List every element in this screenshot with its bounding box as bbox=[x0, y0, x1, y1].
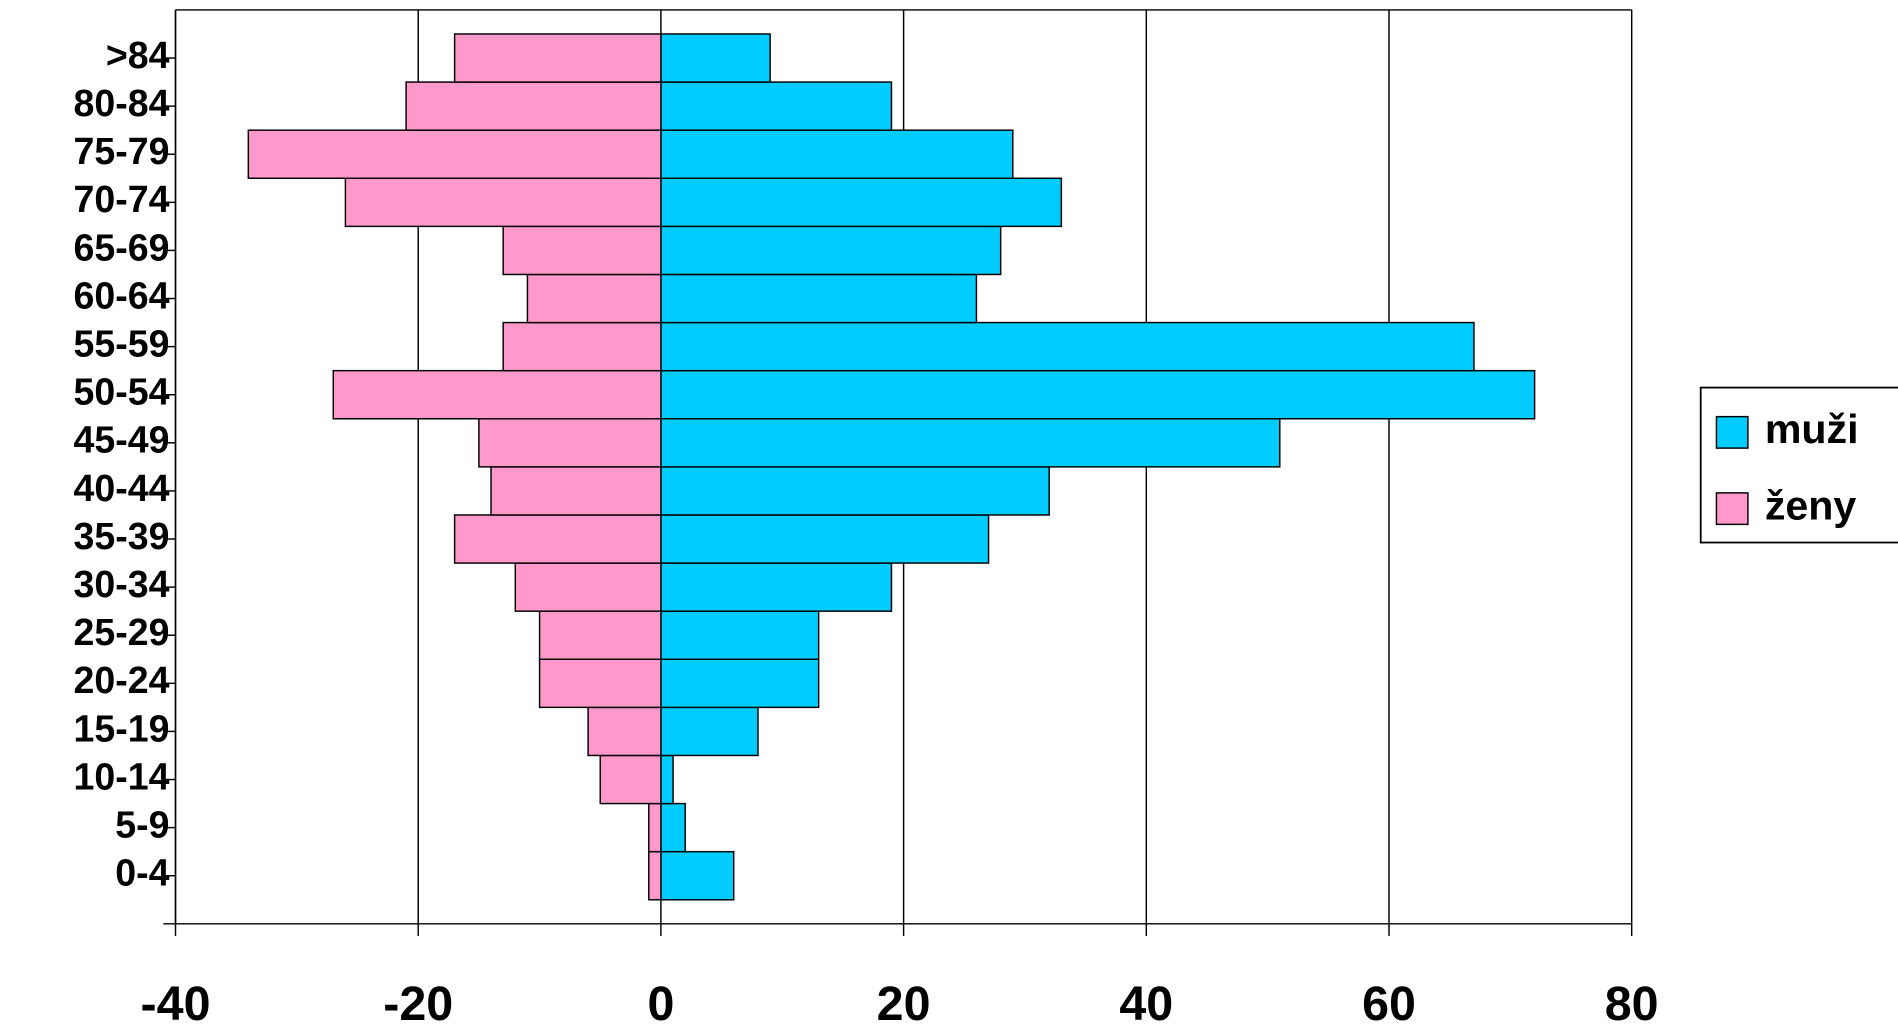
x-tick-label: 40 bbox=[1119, 977, 1173, 1031]
bar bbox=[538, 610, 662, 660]
legend-label: ženy bbox=[1765, 483, 1857, 529]
bar bbox=[660, 177, 1063, 228]
bar bbox=[660, 321, 1475, 372]
y-tick-label: 35-39 bbox=[74, 515, 170, 557]
bar bbox=[502, 225, 662, 276]
x-tick-label: -20 bbox=[383, 977, 453, 1031]
bar bbox=[660, 706, 759, 757]
bar bbox=[344, 177, 662, 228]
y-tick-label: 65-69 bbox=[74, 226, 170, 268]
y-tick-label: >84 bbox=[106, 34, 170, 76]
y-tick-label: 70-74 bbox=[74, 178, 170, 220]
bar bbox=[453, 33, 662, 83]
bar bbox=[660, 754, 674, 805]
bar bbox=[526, 273, 662, 324]
y-tick-label: 30-34 bbox=[74, 563, 170, 605]
bar bbox=[660, 369, 1536, 420]
bar bbox=[478, 418, 662, 468]
bar bbox=[490, 466, 662, 516]
bar bbox=[660, 850, 735, 901]
bar bbox=[660, 610, 820, 660]
y-tick-label: 20-24 bbox=[74, 659, 170, 701]
bar bbox=[405, 81, 662, 131]
bar bbox=[660, 418, 1281, 468]
x-tick-label: -40 bbox=[141, 977, 211, 1031]
bar bbox=[648, 802, 662, 853]
bar bbox=[660, 802, 686, 853]
bar bbox=[660, 273, 978, 324]
bar bbox=[599, 754, 662, 805]
legend-swatch bbox=[1715, 492, 1749, 526]
y-tick-label: 50-54 bbox=[74, 371, 170, 413]
bar bbox=[660, 562, 893, 612]
x-tick-label: 20 bbox=[877, 977, 931, 1031]
bar bbox=[648, 850, 662, 901]
y-tick-label: 75-79 bbox=[74, 130, 170, 172]
x-tick-label: 80 bbox=[1605, 977, 1659, 1031]
y-tick-label: 5-9 bbox=[115, 804, 169, 846]
y-tick-label: 15-19 bbox=[74, 707, 170, 749]
x-tick-label: 60 bbox=[1362, 977, 1416, 1031]
y-tick-label: 55-59 bbox=[74, 323, 170, 365]
bar bbox=[660, 81, 893, 131]
bar bbox=[587, 706, 662, 757]
y-tick-label: 10-14 bbox=[74, 755, 170, 797]
bar bbox=[660, 129, 1014, 179]
legend-swatch bbox=[1715, 415, 1749, 449]
bar bbox=[538, 658, 662, 709]
y-tick-label: 60-64 bbox=[74, 274, 170, 316]
bar bbox=[660, 514, 990, 564]
y-tick-label: 80-84 bbox=[74, 82, 170, 124]
bar bbox=[453, 514, 662, 564]
bar bbox=[332, 369, 662, 420]
y-tick-label: 40-44 bbox=[74, 467, 170, 509]
bar bbox=[660, 225, 1002, 276]
bar bbox=[514, 562, 662, 612]
bar bbox=[502, 321, 662, 372]
bar bbox=[660, 658, 820, 709]
y-tick-label: 0-4 bbox=[115, 852, 169, 894]
y-tick-label: 25-29 bbox=[74, 611, 170, 653]
bar bbox=[660, 33, 771, 83]
y-tick-label: 45-49 bbox=[74, 419, 170, 461]
bar bbox=[247, 129, 662, 179]
legend-label: muži bbox=[1765, 406, 1859, 452]
x-tick-label: 0 bbox=[647, 977, 674, 1031]
bar bbox=[660, 466, 1050, 516]
